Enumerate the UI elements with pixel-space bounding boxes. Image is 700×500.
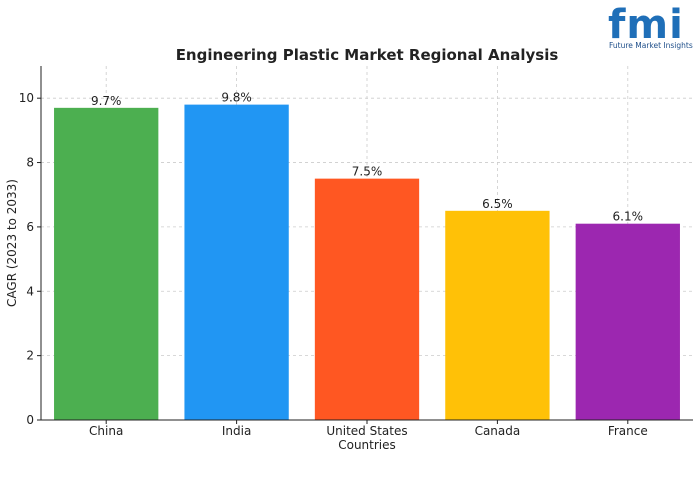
x-tick-label: Canada xyxy=(475,424,521,438)
bar-france xyxy=(575,223,680,420)
x-axis-label: Countries xyxy=(338,438,396,452)
data-label: 7.5% xyxy=(352,165,383,179)
logo-subtitle: Future Market Insights xyxy=(609,41,693,50)
y-tick-label: 4 xyxy=(26,284,34,298)
brand-logo: fmi Future Market Insights xyxy=(606,2,698,52)
y-tick-label: 2 xyxy=(26,349,34,363)
x-ticks: China India United States Canada France xyxy=(89,420,648,438)
data-label: 6.5% xyxy=(482,197,513,211)
data-label: 9.7% xyxy=(91,94,122,108)
bar-united-states xyxy=(314,178,420,420)
chart-title: Engineering Plastic Market Regional Anal… xyxy=(176,46,559,64)
y-tick-label: 8 xyxy=(26,156,34,170)
y-tick-label: 6 xyxy=(26,220,34,234)
bar-india xyxy=(184,104,289,421)
x-tick-label: United States xyxy=(326,424,407,438)
y-axis-label: CAGR (2023 to 2033) xyxy=(5,179,19,307)
logo-mark: fmi xyxy=(608,2,684,48)
data-label: 6.1% xyxy=(613,210,644,224)
x-tick-label: India xyxy=(222,424,251,438)
bars xyxy=(54,104,680,421)
x-tick-label: France xyxy=(608,424,648,438)
y-ticks: 0 2 4 6 8 10 xyxy=(19,91,41,427)
data-labels: 9.7% 9.8% 7.5% 6.5% 6.1% xyxy=(91,91,643,224)
x-tick-label: China xyxy=(89,424,123,438)
bar-china xyxy=(54,107,159,420)
bar-canada xyxy=(445,210,550,420)
y-tick-label: 0 xyxy=(26,413,34,427)
data-label: 9.8% xyxy=(221,91,252,105)
y-tick-label: 10 xyxy=(19,91,34,105)
